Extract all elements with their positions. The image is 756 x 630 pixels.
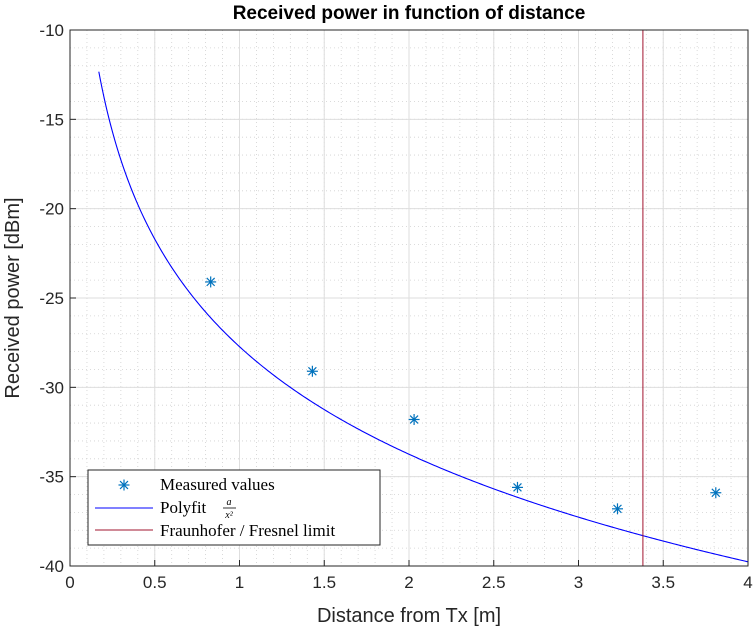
y-tick-labels: -40 -35 -30 -25 -20 -15 -10 xyxy=(39,21,64,576)
polyfit-line xyxy=(98,71,749,563)
y-tick-label: -15 xyxy=(39,110,64,129)
chart-title: Received power in function of distance xyxy=(233,3,586,24)
asterisk-stroke xyxy=(409,415,419,424)
x-tick-label: 3.5 xyxy=(651,573,675,592)
measured-point xyxy=(710,487,722,499)
asterisk-stroke xyxy=(119,480,129,490)
x-tick-label: 1.5 xyxy=(312,573,336,592)
axis-ticks xyxy=(69,29,749,567)
asterisk-stroke xyxy=(206,277,216,287)
y-tick-label: -30 xyxy=(39,378,64,397)
y-tick-label: -20 xyxy=(39,200,64,219)
series-layer xyxy=(98,30,749,566)
y-axis-label: Received power [dBm] xyxy=(2,197,24,398)
asterisk-stroke xyxy=(513,483,522,492)
x-tick-label: 1 xyxy=(235,573,244,592)
asterisk-stroke xyxy=(613,504,622,514)
x-axis-label: Distance from Tx [m] xyxy=(317,605,501,627)
y-tick-label: -35 xyxy=(39,468,64,487)
legend-marker-measured xyxy=(118,479,130,491)
legend: Measured values Polyfit a x² Fraunhofer … xyxy=(87,469,381,546)
measured-values-points xyxy=(205,276,722,515)
x-tick-label: 0.5 xyxy=(143,573,167,592)
legend-polyfit-numerator: a xyxy=(227,497,232,508)
x-tick-label: 2.5 xyxy=(482,573,506,592)
measured-point xyxy=(611,503,623,515)
x-tick-label: 3 xyxy=(574,573,583,592)
asterisk-stroke xyxy=(711,488,721,498)
asterisk-stroke xyxy=(308,366,317,376)
legend-polyfit-denominator: x² xyxy=(224,510,233,521)
x-tick-label: 0 xyxy=(65,573,74,592)
y-tick-label: -10 xyxy=(39,21,64,40)
y-tick-label: -25 xyxy=(39,289,64,308)
x-tick-labels: 0 0.5 1 1.5 2 2.5 3 3.5 4 xyxy=(65,573,752,592)
legend-asterisk xyxy=(118,479,130,491)
measured-point xyxy=(306,365,318,377)
legend-label-limit: Fraunhofer / Fresnel limit xyxy=(160,521,335,540)
x-tick-label: 2 xyxy=(404,573,413,592)
legend-label-polyfit: Polyfit xyxy=(160,498,207,517)
legend-label-measured: Measured values xyxy=(160,475,275,494)
measured-point xyxy=(205,276,217,288)
x-tick-label: 4 xyxy=(743,573,752,592)
measured-point xyxy=(408,413,420,425)
y-tick-label: -40 xyxy=(39,557,64,576)
measured-point xyxy=(511,481,523,493)
